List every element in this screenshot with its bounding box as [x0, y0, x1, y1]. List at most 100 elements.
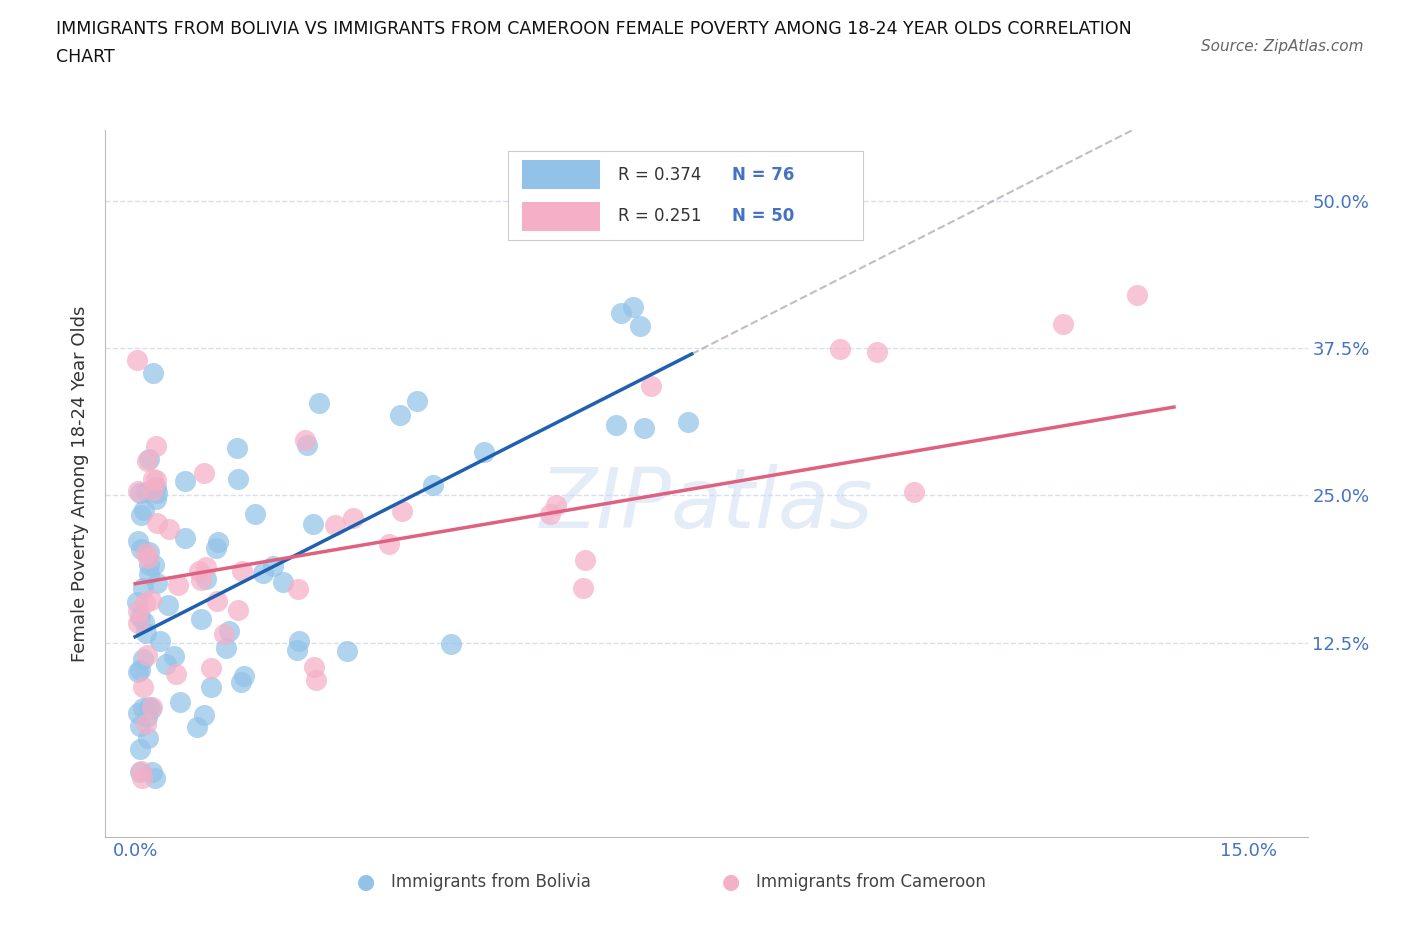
- Point: [336, 644, 359, 659]
- Point: [129, 541, 152, 556]
- Point: [138, 566, 160, 581]
- Point: [169, 695, 191, 710]
- Point: [167, 578, 190, 592]
- Point: [129, 486, 152, 501]
- Point: [378, 537, 401, 551]
- Point: [1052, 316, 1074, 331]
- Point: [342, 511, 364, 525]
- Point: [422, 477, 444, 492]
- Point: [866, 344, 889, 359]
- Point: [142, 472, 165, 486]
- Y-axis label: Female Poverty Among 18-24 Year Olds: Female Poverty Among 18-24 Year Olds: [72, 305, 90, 662]
- Point: [139, 593, 162, 608]
- Point: [138, 557, 160, 572]
- Point: [285, 643, 308, 658]
- Point: [440, 636, 463, 651]
- Point: [610, 305, 633, 320]
- Point: [127, 665, 149, 680]
- Point: [129, 764, 152, 778]
- Text: Immigrants from Cameroon: Immigrants from Cameroon: [756, 872, 986, 891]
- Point: [903, 485, 925, 499]
- Point: [146, 516, 169, 531]
- Text: Immigrants from Bolivia: Immigrants from Bolivia: [391, 872, 591, 891]
- Point: [174, 473, 197, 488]
- Point: [640, 379, 662, 393]
- Point: [157, 598, 180, 613]
- Point: [295, 438, 318, 453]
- Point: [323, 518, 346, 533]
- Point: [138, 545, 160, 560]
- Point: [157, 522, 180, 537]
- Point: [145, 439, 167, 454]
- Point: [188, 564, 211, 578]
- Point: [127, 352, 149, 367]
- Point: [136, 648, 159, 663]
- Point: [136, 551, 159, 565]
- Point: [145, 576, 167, 591]
- Point: [200, 661, 222, 676]
- Point: [135, 485, 157, 499]
- Point: [128, 742, 150, 757]
- Point: [142, 483, 165, 498]
- Point: [1126, 287, 1149, 302]
- Point: [190, 573, 212, 588]
- Point: [165, 667, 187, 682]
- Point: [128, 764, 150, 779]
- Point: [229, 675, 252, 690]
- Point: [828, 341, 851, 356]
- Point: [193, 466, 215, 481]
- Point: [200, 679, 222, 694]
- Point: [145, 473, 167, 488]
- Point: [262, 559, 284, 574]
- Point: [134, 595, 156, 610]
- Point: [231, 564, 253, 578]
- Text: Source: ZipAtlas.com: Source: ZipAtlas.com: [1201, 39, 1364, 54]
- Point: [605, 418, 627, 432]
- Point: [129, 662, 152, 677]
- Point: [145, 492, 167, 507]
- Point: [304, 673, 326, 688]
- Point: [145, 480, 167, 495]
- Point: [131, 679, 153, 694]
- Point: [228, 603, 250, 618]
- Point: [207, 535, 229, 550]
- Point: [271, 575, 294, 590]
- Point: [135, 717, 157, 732]
- Point: [406, 393, 429, 408]
- Point: [142, 558, 165, 573]
- Point: [218, 624, 240, 639]
- Point: [205, 540, 228, 555]
- Point: [205, 594, 228, 609]
- Point: [128, 609, 150, 624]
- Point: [193, 708, 215, 723]
- Text: ●: ●: [357, 871, 374, 892]
- Point: [574, 553, 596, 568]
- Point: [135, 546, 157, 561]
- Point: [136, 453, 159, 468]
- Point: [127, 615, 149, 630]
- Point: [143, 771, 166, 786]
- Point: [287, 633, 309, 648]
- Text: ●: ●: [723, 871, 740, 892]
- Point: [572, 581, 595, 596]
- Point: [301, 516, 323, 531]
- Point: [129, 718, 152, 733]
- Point: [294, 432, 316, 447]
- Point: [287, 581, 309, 596]
- Point: [136, 730, 159, 745]
- Point: [678, 414, 700, 429]
- Point: [129, 507, 152, 522]
- Point: [131, 700, 153, 715]
- Text: CHART: CHART: [56, 48, 115, 66]
- Point: [142, 366, 165, 381]
- Text: ZIPatlas: ZIPatlas: [540, 464, 873, 545]
- Point: [228, 472, 250, 486]
- Point: [226, 441, 249, 456]
- Point: [304, 659, 326, 674]
- Point: [195, 559, 218, 574]
- Point: [186, 720, 208, 735]
- Point: [127, 534, 149, 549]
- Point: [195, 572, 218, 587]
- Point: [190, 612, 212, 627]
- Point: [136, 710, 159, 724]
